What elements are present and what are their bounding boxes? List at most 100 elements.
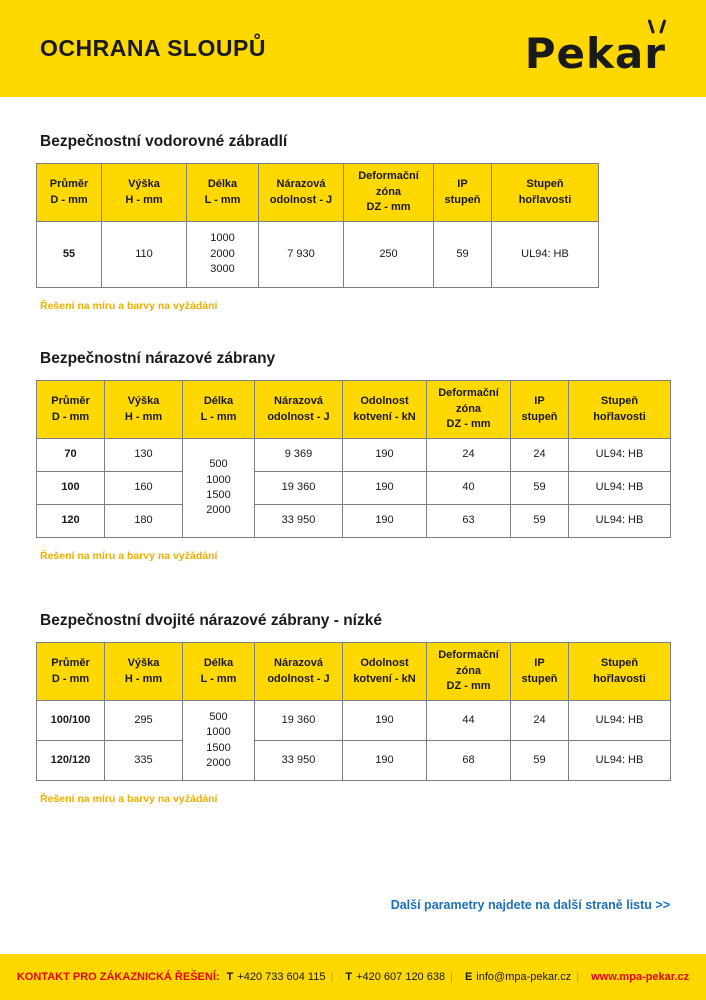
- column-header: Odolnost kotvení - kN: [342, 380, 427, 439]
- contact-label: KONTAKT PRO ZÁKAZNICKÁ ŘEŠENÍ:: [16, 971, 220, 983]
- table-cell: 120: [36, 504, 105, 538]
- brand-logo-text: Pekar: [524, 28, 666, 78]
- table-cell: 120/120: [36, 740, 105, 781]
- table-cell: 190: [342, 471, 427, 505]
- table-cell: 63: [426, 504, 511, 538]
- separator: |: [576, 971, 580, 983]
- table-impact-barriers: Průměr D - mm Výška H - mm Délka L - mm …: [36, 380, 671, 538]
- column-header: Výška H - mm: [101, 163, 187, 222]
- column-header: IP stupeň: [433, 163, 492, 222]
- brand-logo: Pekar: [524, 19, 666, 78]
- column-header: Deformační zóna DZ - mm: [426, 380, 511, 439]
- table-cell: 40: [426, 471, 511, 505]
- table-cell: 24: [510, 438, 569, 472]
- table-cell: 59: [510, 471, 569, 505]
- phone-prefix: T: [345, 971, 353, 983]
- custom-solutions-note: Řešení na míru a barvy na vyžádání: [40, 550, 218, 562]
- table-cell: UL94: HB: [491, 221, 599, 288]
- section-title: Bezpečnostní vodorovné zábradlí: [40, 133, 288, 150]
- table-cell: 44: [426, 700, 511, 741]
- table-header-row: Průměr D - mm Výška H - mm Délka L - mm …: [36, 642, 671, 701]
- column-header: Délka L - mm: [182, 380, 255, 439]
- table-header-row: Průměr D - mm Výška H - mm Délka L - mm …: [36, 380, 671, 439]
- table-cell: UL94: HB: [568, 471, 671, 505]
- section-title: Bezpečnostní nárazové zábrany: [40, 350, 276, 367]
- table-cell: 190: [342, 700, 427, 741]
- column-header: Průměr D - mm: [36, 380, 105, 439]
- website-link[interactable]: www.mpa-pekar.cz: [591, 971, 690, 983]
- table-cell: 24: [426, 438, 511, 472]
- column-header: Průměr D - mm: [36, 642, 105, 701]
- table-row: 55 110 1000 2000 3000 7 930 250 59 UL94:…: [36, 221, 599, 288]
- table-cell: 110: [101, 221, 187, 288]
- column-header: Stupeň hořlavosti: [568, 380, 671, 439]
- table-cell: 190: [342, 504, 427, 538]
- section-double-impact-barriers: Bezpečnostní dvojité nárazové zábrany - …: [36, 562, 671, 805]
- section-impact-barriers: Bezpečnostní nárazové zábrany Průměr D -…: [36, 312, 671, 562]
- email-address[interactable]: info@mpa-pekar.cz: [476, 971, 572, 983]
- table-cell: 295: [104, 700, 183, 741]
- table-row: 120/120 335 33 950 190 68 59 UL94: HB: [36, 740, 671, 781]
- custom-solutions-note: Řešení na míru a barvy na vyžádání: [40, 793, 218, 805]
- table-row: 70 130 500 1000 1500 2000 9 369 190 24 2…: [36, 438, 671, 538]
- table-cell: 59: [510, 740, 569, 781]
- table-cell: UL94: HB: [568, 504, 671, 538]
- table-cell: 335: [104, 740, 183, 781]
- table-cell: 160: [104, 471, 183, 505]
- table-cell: 1000 2000 3000: [186, 221, 259, 288]
- phone-number: +420 607 120 638: [356, 971, 446, 983]
- page-content: Bezpečnostní vodorovné zábradlí Průměr D…: [0, 97, 706, 805]
- section-title: Bezpečnostní dvojité nárazové zábrany - …: [40, 612, 382, 629]
- table-double-impact-barriers: Průměr D - mm Výška H - mm Délka L - mm …: [36, 642, 671, 781]
- next-page-note: Další parametry najdete na další straně …: [390, 898, 670, 912]
- table-cell: 100: [36, 471, 105, 505]
- table-cell: 250: [343, 221, 434, 288]
- table-cell: UL94: HB: [568, 740, 671, 781]
- table-cell: UL94: HB: [568, 700, 671, 741]
- column-header: IP stupeň: [510, 380, 569, 439]
- table-cell: 190: [342, 740, 427, 781]
- separator: |: [450, 971, 453, 983]
- table-cell: 9 369: [254, 438, 343, 472]
- table-cell: 33 950: [254, 504, 343, 538]
- table-cell: 100/100: [36, 700, 105, 741]
- column-header: Stupeň hořlavosti: [491, 163, 599, 222]
- table-cell: 33 950: [254, 740, 343, 781]
- table-header-row: Průměr D - mm Výška H - mm Délka L - mm …: [36, 163, 599, 222]
- column-header: Výška H - mm: [104, 380, 183, 439]
- table-cell: 130: [104, 438, 183, 472]
- table-cell: 19 360: [254, 471, 343, 505]
- table-cell: UL94: HB: [568, 438, 671, 472]
- section-horizontal-railing: Bezpečnostní vodorovné zábradlí Průměr D…: [36, 97, 670, 312]
- separator: |: [330, 971, 334, 983]
- table-row: 100/100 295 500 1000 1500 2000 19 360 19…: [36, 700, 671, 781]
- table-cell: 55: [36, 221, 102, 288]
- table-cell: 68: [426, 740, 511, 781]
- contact-footer: KONTAKT PRO ZÁKAZNICKÁ ŘEŠENÍ: T +420 73…: [0, 954, 706, 1000]
- page-header: OCHRANA SLOUPŮ Pekar: [0, 0, 706, 97]
- table-cell-merged-length: 500 1000 1500 2000: [182, 700, 255, 781]
- column-header: Nárazová odolnost - J: [258, 163, 344, 222]
- column-header: Délka L - mm: [182, 642, 255, 701]
- table-cell-merged-length: 500 1000 1500 2000: [182, 438, 255, 538]
- table-row: 100 160 19 360 190 40 59 UL94: HB: [36, 471, 671, 505]
- column-header: Průměr D - mm: [36, 163, 102, 222]
- table-cell: 180: [104, 504, 183, 538]
- column-header: Deformační zóna DZ - mm: [343, 163, 434, 222]
- column-header: IP stupeň: [510, 642, 569, 701]
- table-cell: 19 360: [254, 700, 343, 741]
- column-header: Deformační zóna DZ - mm: [426, 642, 511, 701]
- phone-number: +420 733 604 115: [237, 971, 326, 983]
- phone-prefix: T: [226, 971, 234, 983]
- table-row: 120 180 33 950 190 63 59 UL94: HB: [36, 504, 671, 538]
- table-cell: 59: [510, 504, 569, 538]
- column-header: Nárazová odolnost - J: [254, 642, 343, 701]
- column-header: Stupeň hořlavosti: [568, 642, 671, 701]
- table-cell: 190: [342, 438, 427, 472]
- email-prefix: E: [464, 971, 473, 983]
- table-cell: 70: [36, 438, 105, 472]
- page-title: OCHRANA SLOUPŮ: [40, 35, 266, 61]
- column-header: Délka L - mm: [186, 163, 259, 222]
- table-horizontal-railing: Průměr D - mm Výška H - mm Délka L - mm …: [36, 163, 599, 288]
